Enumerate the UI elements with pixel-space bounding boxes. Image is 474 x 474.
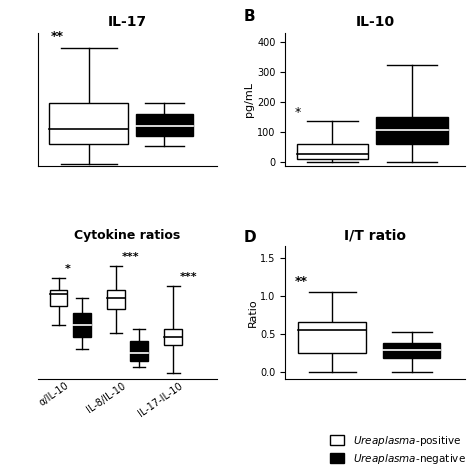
FancyBboxPatch shape	[297, 144, 368, 159]
Text: D: D	[244, 230, 257, 245]
Y-axis label: pg/mL: pg/mL	[244, 82, 254, 117]
FancyBboxPatch shape	[130, 341, 148, 361]
Title: Cytokine ratios: Cytokine ratios	[74, 229, 181, 242]
Text: ***: ***	[122, 252, 140, 262]
FancyBboxPatch shape	[376, 117, 447, 144]
Y-axis label: Ratio: Ratio	[247, 298, 257, 327]
FancyBboxPatch shape	[49, 103, 128, 144]
Legend: $\it{Ureaplasma}$-positive, $\it{Ureaplasma}$-negative: $\it{Ureaplasma}$-positive, $\it{Ureapla…	[327, 430, 469, 469]
FancyBboxPatch shape	[50, 290, 67, 306]
FancyBboxPatch shape	[164, 329, 182, 345]
Title: I/T ratio: I/T ratio	[344, 228, 406, 242]
FancyBboxPatch shape	[383, 343, 440, 358]
FancyBboxPatch shape	[107, 290, 125, 310]
Text: ***: ***	[180, 272, 197, 282]
Text: **: **	[295, 275, 308, 288]
Text: **: **	[51, 30, 64, 43]
FancyBboxPatch shape	[73, 313, 91, 337]
Text: *: *	[65, 264, 71, 274]
Title: IL-10: IL-10	[356, 15, 394, 29]
Text: *: *	[295, 106, 301, 119]
Text: B: B	[244, 9, 256, 24]
FancyBboxPatch shape	[299, 322, 366, 353]
Title: IL-17: IL-17	[108, 15, 147, 29]
FancyBboxPatch shape	[136, 114, 192, 136]
